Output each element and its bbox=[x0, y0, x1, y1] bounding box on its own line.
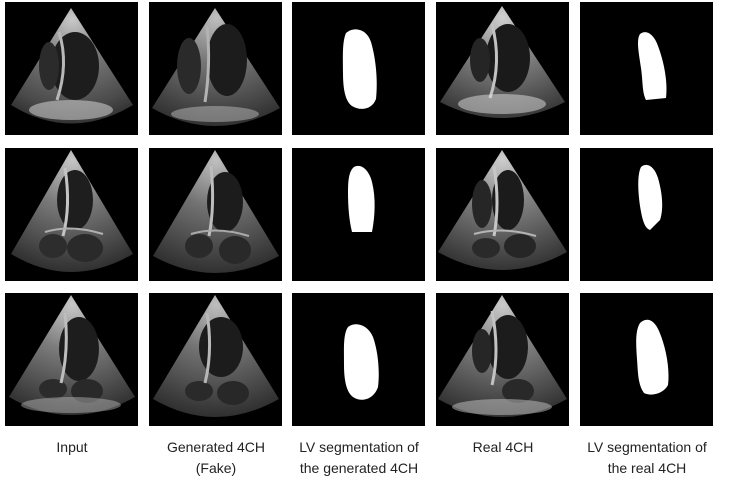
lv-segmentation-real-row-3 bbox=[580, 293, 713, 426]
figure-grid bbox=[5, 2, 713, 426]
caption-generated: Generated 4CH (Fake) bbox=[141, 437, 291, 479]
real-echo-image-row-2 bbox=[436, 148, 569, 281]
caption-seg-real-line-2: the real 4CH bbox=[607, 460, 687, 476]
lv-segmentation-generated-row-3 bbox=[292, 293, 425, 426]
caption-seg-real-line-1: LV segmentation of bbox=[587, 439, 707, 455]
caption-generated-line-2: (Fake) bbox=[195, 460, 237, 476]
caption-real-line-1: Real 4CH bbox=[472, 439, 534, 455]
caption-generated-line-1: Generated 4CH bbox=[166, 439, 266, 455]
caption-seg-generated-line-2: the generated 4CH bbox=[299, 460, 419, 476]
lv-segmentation-real-row-1 bbox=[580, 2, 713, 135]
caption-input-line-1: Input bbox=[56, 439, 88, 455]
caption-input: Input bbox=[0, 437, 147, 458]
lv-segmentation-generated-row-1 bbox=[292, 2, 425, 135]
lv-segmentation-generated-row-2 bbox=[292, 148, 425, 281]
input-echo-image-row-3 bbox=[5, 293, 138, 426]
real-echo-image-row-1 bbox=[436, 2, 569, 135]
input-echo-image-row-1 bbox=[5, 2, 138, 135]
input-echo-image-row-2 bbox=[5, 148, 138, 281]
caption-seg-generated-line-1: LV segmentation of bbox=[299, 439, 419, 455]
lv-segmentation-real-row-2 bbox=[580, 148, 713, 281]
caption-seg-generated: LV segmentation of the generated 4CH bbox=[284, 437, 434, 479]
caption-real: Real 4CH bbox=[428, 437, 578, 458]
caption-seg-real: LV segmentation of the real 4CH bbox=[572, 437, 722, 479]
real-echo-image-row-3 bbox=[436, 293, 569, 426]
generated-echo-image-row-3 bbox=[149, 293, 282, 426]
generated-echo-image-row-2 bbox=[149, 148, 282, 281]
generated-echo-image-row-1 bbox=[149, 2, 282, 135]
